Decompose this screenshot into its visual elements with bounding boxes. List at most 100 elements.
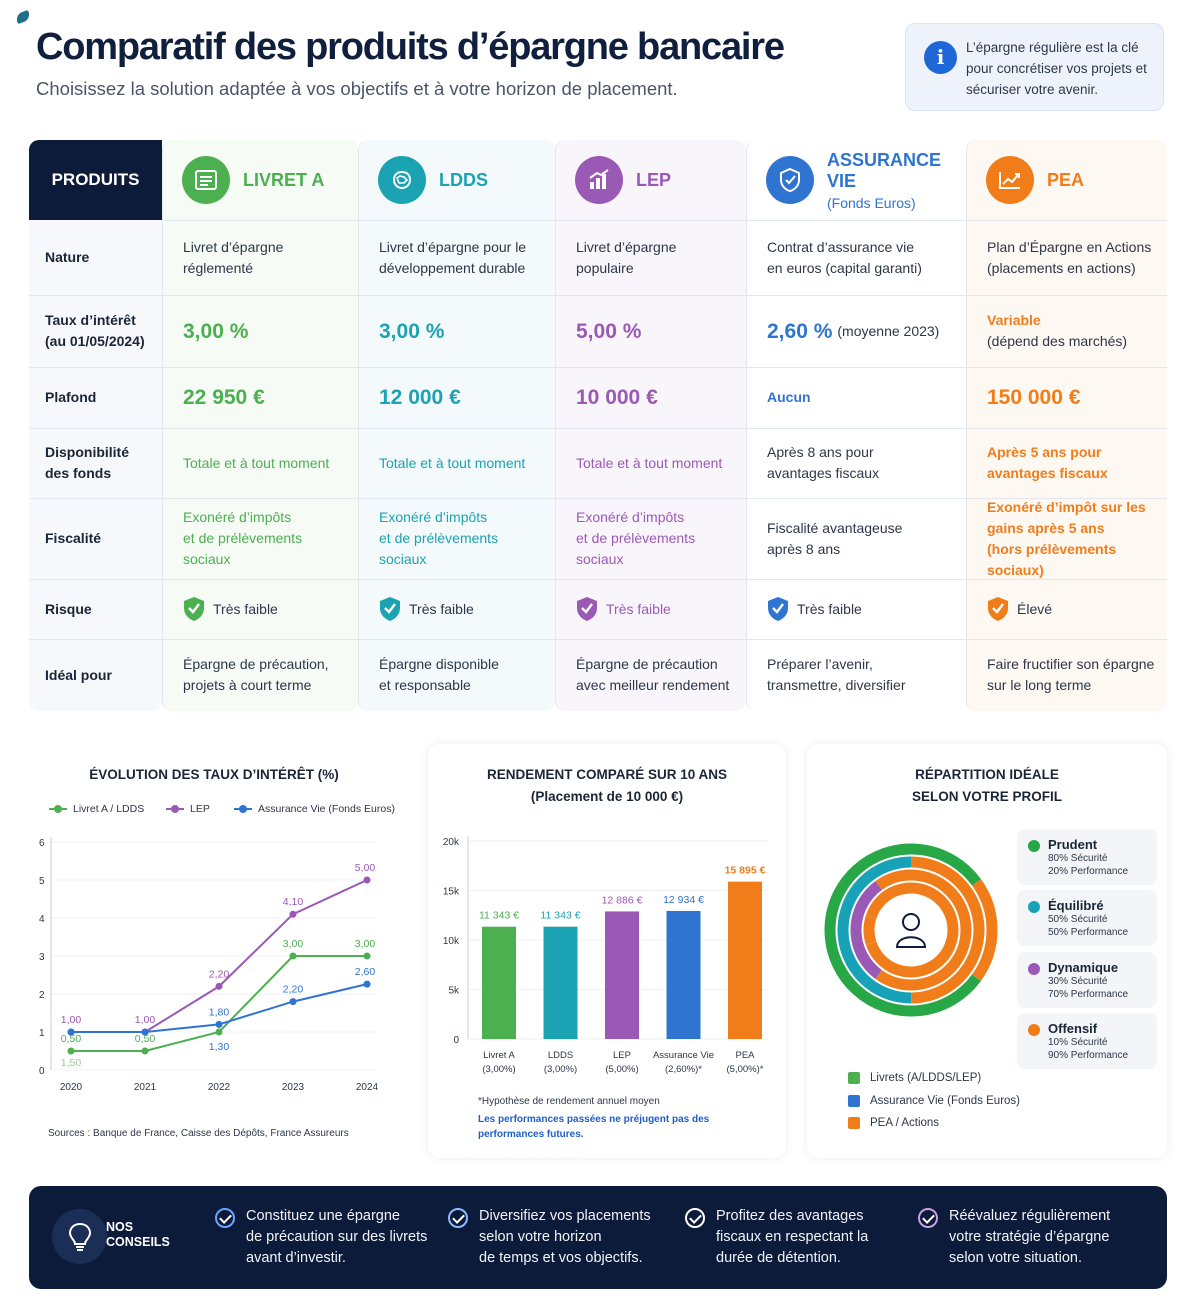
y-tick-label: 2 <box>39 990 45 1001</box>
product-header: PEA <box>966 140 1167 220</box>
cell-dispo: Après 8 ans pour avantages fiscaux <box>767 444 880 481</box>
product-column-livret-a: LIVRET A Livret d’épargne réglementé 3,00 … <box>162 140 358 711</box>
chart-source: Sources : Banque de France, Caisse des D… <box>48 1128 349 1139</box>
y-tick-label: 5k <box>448 986 460 997</box>
shield-check-icon <box>987 596 1009 622</box>
product-name: LDDS <box>439 169 488 190</box>
data-label: 3,00 <box>283 938 304 950</box>
profile-card: Prudent 80% Sécurité 20% Performance <box>1017 829 1157 885</box>
data-point <box>363 952 371 960</box>
row-label: Taux d’intérêt (au 01/05/2024) <box>45 312 145 349</box>
data-label: 0,50 <box>61 1033 82 1045</box>
rates-chart-title: ÉVOLUTION DES TAUX D’INTÉRÊT (%) <box>89 767 339 782</box>
profile-name: Prudent <box>1048 837 1098 852</box>
tip-1: Constituez une épargne de précaution sur… <box>246 1208 428 1266</box>
y-tick-label: 10k <box>443 936 460 947</box>
product-column-pea: PEA Plan d’Épargne en Actions (placements… <box>966 140 1167 711</box>
product-column-ldds: LDDS Livret d’épargne pour le développeme… <box>358 140 555 711</box>
profile-performance: 90% Performance <box>1048 1050 1129 1061</box>
legend-swatch <box>848 1095 860 1107</box>
trend-up-icon <box>986 156 1034 204</box>
tips-heading-line1: NOS <box>106 1220 134 1234</box>
legend-swatch <box>848 1117 860 1129</box>
data-label: 2,20 <box>209 968 230 980</box>
data-point <box>289 998 297 1006</box>
cell-ideal: Épargne disponible et responsable <box>379 656 499 693</box>
y-tick-label: 0 <box>39 1066 45 1077</box>
profile-securite: 80% Sécurité <box>1048 853 1108 864</box>
profile-name: Équilibré <box>1048 898 1104 913</box>
ring-securite-segment <box>863 915 877 945</box>
legend-assurance-vie: Assurance Vie (Fonds Euros) <box>234 803 395 815</box>
y-tick-label: 6 <box>39 838 45 849</box>
cell-taux: 3,00 % <box>379 319 445 343</box>
y-tick-label: 4 <box>39 914 45 925</box>
cell-fiscalite: Exonéré d’impôts et de prélèvements soci… <box>379 509 499 567</box>
cell-risque: Très faible <box>555 579 746 639</box>
cell-risque: Élevé <box>966 579 1167 639</box>
data-point <box>363 876 371 884</box>
bar <box>605 911 639 1039</box>
y-tick-label: 15k <box>443 887 460 898</box>
row-label: Fiscalité <box>45 530 102 546</box>
data-label: 1,50 <box>61 1057 82 1069</box>
category-label: PEA <box>735 1050 755 1061</box>
bar <box>666 910 701 1039</box>
cell-plafond: 10 000 € <box>576 386 658 409</box>
tips-footer: NOS CONSEILS Constituez une épargne de p… <box>29 1186 1167 1289</box>
rates-line-chart: 0 1 2 3 4 5 6 2020 2021 2022 2023 2024 0,50 0,50 3,00 3… <box>39 837 379 1093</box>
product-header: LIVRET A <box>162 140 358 220</box>
row-labels-column: PRODUITS Nature Taux d’intérêt (au 01/05/2… <box>29 140 162 711</box>
product-column-assurance-vie: ASSURANCE VIE (Fonds Euros) Contrat d’assu… <box>746 140 966 711</box>
cell-nature: Livret d’épargne pour le développement d… <box>379 238 527 276</box>
category-label: Livret A <box>483 1050 515 1061</box>
legend-label: Livrets (A/LDDS/LEP) <box>870 1072 982 1084</box>
row-label: Disponibilité des fonds <box>45 444 129 481</box>
profile-card: Offensif 10% Sécurité 90% Performance <box>1017 1013 1157 1069</box>
tips-heading: NOS CONSEILS <box>106 1220 170 1250</box>
cell-fiscalite: Exonéré d’impôt sur les gains après 5 an… <box>987 498 1146 578</box>
profile-dot <box>1028 1024 1040 1036</box>
cell-taux: Variable (dépend des marchés) <box>966 295 1167 367</box>
cell-dispo: Totale et à tout moment <box>576 454 723 471</box>
cell-fiscalite: Exonéré d’impôts et de prélèvements soci… <box>576 509 696 567</box>
row-label: Risque <box>45 600 92 617</box>
check-icon <box>685 1208 705 1228</box>
row-label: Nature <box>45 249 90 265</box>
category-label: LDDS <box>548 1050 573 1061</box>
shield-check-icon <box>379 596 401 622</box>
yield-note: *Hypothèse de rendement annuel moyen <box>478 1096 660 1107</box>
bar <box>543 926 578 1039</box>
profile-name: Dynamique <box>1048 960 1119 975</box>
y-tick-label: 20k <box>443 837 460 848</box>
cell-dispo: Totale et à tout moment <box>183 454 330 471</box>
y-tick-label: 5 <box>39 876 45 887</box>
tip-2: Diversifiez vos placements selon votre h… <box>479 1208 651 1266</box>
yield-chart-title: RENDEMENT COMPARÉ SUR 10 ANS <box>486 767 728 782</box>
products-header: PRODUITS <box>29 140 162 220</box>
legend-swatch <box>848 1072 860 1084</box>
category-label: (3,00%) <box>482 1064 515 1075</box>
growth-chart-icon <box>575 156 623 204</box>
bar-value-label: 11 343 € <box>540 910 580 922</box>
profile-performance: 50% Performance <box>1048 927 1129 938</box>
cell-taux: 5,00 % <box>576 319 642 343</box>
profile-performance: 70% Performance <box>1048 989 1129 1000</box>
category-label: Assurance Vie <box>653 1050 714 1061</box>
data-point <box>215 1020 223 1028</box>
product-header: LDDS <box>358 140 555 220</box>
page-header: Comparatif des produits d’épargne bancai… <box>36 22 876 100</box>
cell-nature: Livret d’épargne populaire <box>576 238 677 276</box>
check-icon <box>215 1208 235 1228</box>
bar <box>482 926 516 1039</box>
cell-taux: 2,60 % (moyenne 2023) <box>767 319 940 343</box>
row-label: Plafond <box>45 389 97 405</box>
x-tick-label: 2022 <box>208 1082 231 1093</box>
logo-mark <box>14 9 32 25</box>
data-point <box>67 1028 75 1036</box>
page-title: Comparatif des produits d’épargne bancai… <box>36 26 785 68</box>
user-icon <box>902 913 920 931</box>
profile-name: Offensif <box>1048 1021 1098 1036</box>
product-name: ASSURANCE VIE (Fonds Euros) <box>827 149 942 211</box>
product-header: ASSURANCE VIE (Fonds Euros) <box>746 140 966 220</box>
